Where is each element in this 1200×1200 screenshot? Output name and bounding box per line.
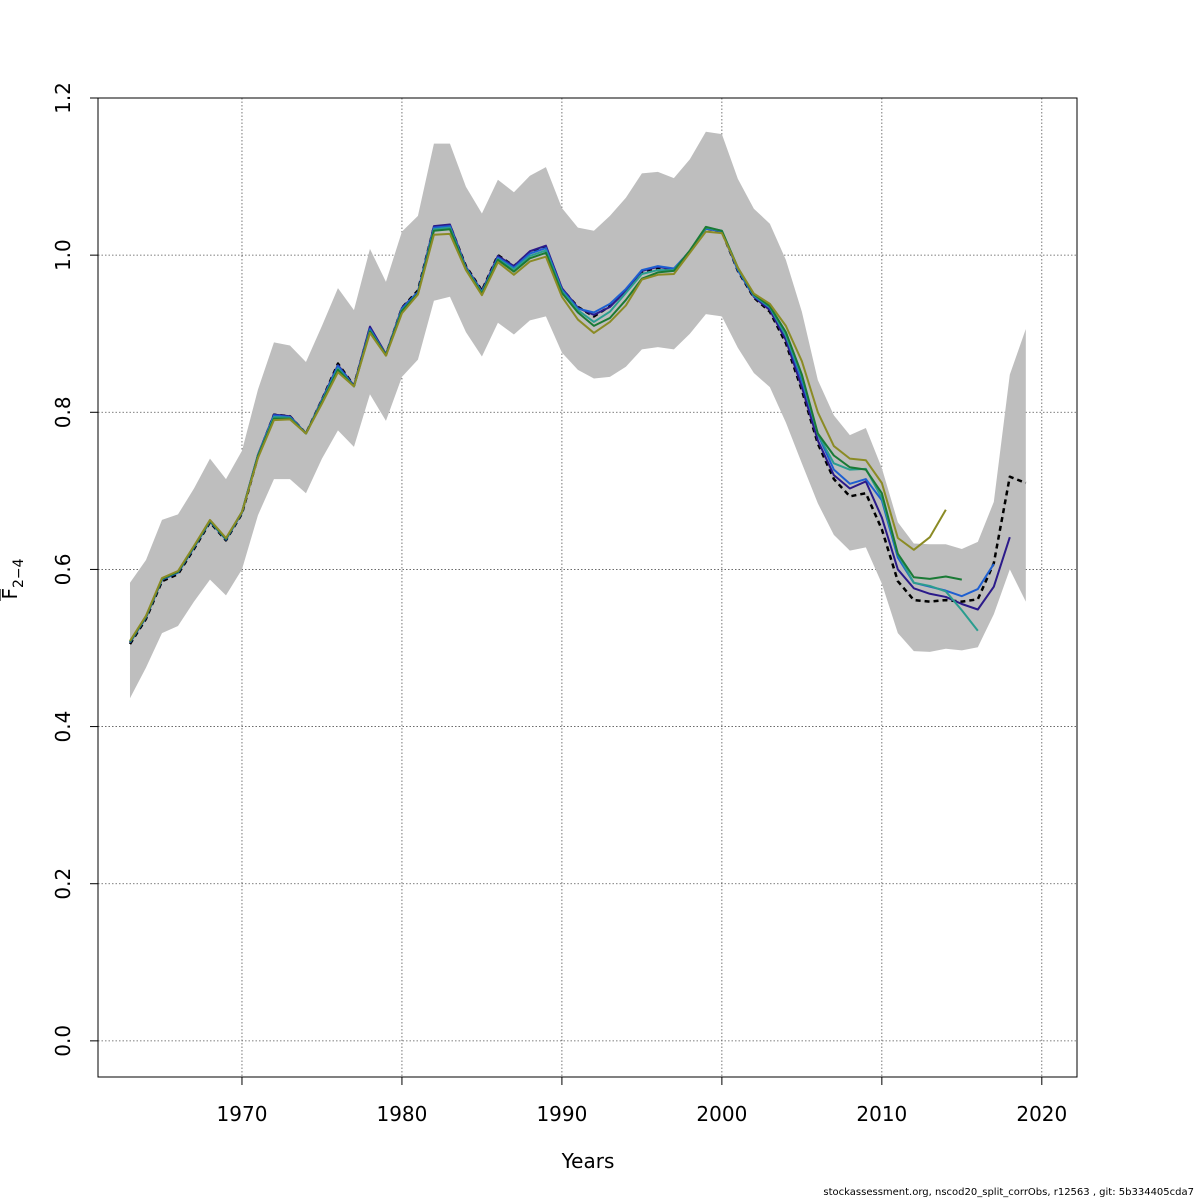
footer-credit: stockassessment.org, nscod20_split_corrO… bbox=[823, 1187, 1194, 1198]
x-tick-label: 1970 bbox=[217, 1102, 268, 1126]
series-layer bbox=[128, 223, 1027, 645]
x-tick-label: 2020 bbox=[1016, 1102, 1067, 1126]
confidence-band bbox=[129, 131, 1026, 699]
confidence-band-layer bbox=[129, 131, 1026, 699]
x-tick-label: 1990 bbox=[536, 1102, 587, 1126]
y-tick-label: 0.0 bbox=[51, 1025, 75, 1057]
axis-layer: 1970 1980 1990 2000 2010 2020 0.0 0.2 0.4 0.6 0.8 1… bbox=[51, 82, 1067, 1126]
x-tick-label: 1980 bbox=[376, 1102, 427, 1126]
y-tick-label: 1.0 bbox=[51, 239, 75, 271]
y-tick-label: 1.2 bbox=[51, 82, 75, 114]
y-tick-label: 0.4 bbox=[51, 711, 75, 743]
y-tick-label: 0.6 bbox=[51, 554, 75, 586]
y-tick-label: 0.2 bbox=[51, 868, 75, 900]
series-line-7 bbox=[129, 230, 947, 642]
y-axis-title: F 2−4 bbox=[0, 558, 27, 601]
x-axis-title: Years bbox=[561, 1149, 615, 1173]
y-tick-label: 0.8 bbox=[51, 396, 75, 428]
y-axis-title-subscript: 2−4 bbox=[11, 558, 27, 588]
y-axis-title-f: F bbox=[0, 588, 22, 600]
x-tick-label: 2010 bbox=[856, 1102, 907, 1126]
x-tick-label: 2000 bbox=[696, 1102, 747, 1126]
